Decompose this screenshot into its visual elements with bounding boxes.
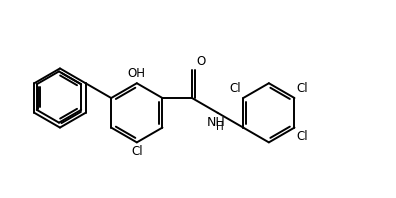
Text: O: O <box>196 55 206 68</box>
Text: Cl: Cl <box>131 145 143 158</box>
Text: NH: NH <box>206 116 225 129</box>
Text: Cl: Cl <box>297 82 308 95</box>
Text: Cl: Cl <box>297 129 308 143</box>
Text: Cl: Cl <box>230 82 241 95</box>
Text: OH: OH <box>128 67 146 80</box>
Text: H: H <box>216 122 223 132</box>
